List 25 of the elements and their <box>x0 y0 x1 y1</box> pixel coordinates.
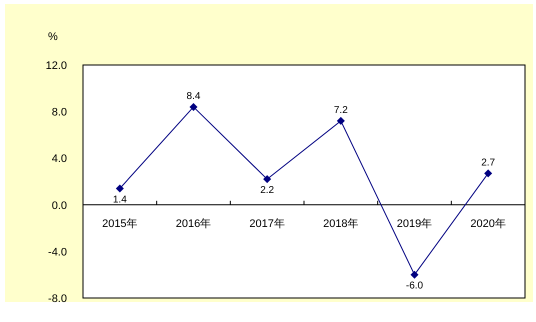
y-axis-title: % <box>48 31 58 43</box>
data-label: 2.7 <box>481 157 496 168</box>
x-tick-label: 2015年 <box>102 218 138 230</box>
y-tick-label: 12.0 <box>46 60 67 72</box>
point <box>116 184 124 192</box>
x-tick-label: 2019年 <box>396 218 432 230</box>
data-label: 2.2 <box>260 185 275 196</box>
y-tick-label: -8.0 <box>48 293 67 305</box>
point <box>336 116 345 125</box>
x-tick-label: 2018年 <box>323 218 359 230</box>
x-tick-label: 2020年 <box>470 218 506 230</box>
data-label: 7.2 <box>334 104 348 116</box>
data-label: 8.4 <box>186 90 201 102</box>
y-tick-label: -4.0 <box>48 246 67 258</box>
point <box>410 270 418 279</box>
point <box>484 169 492 178</box>
point <box>190 102 198 111</box>
point <box>263 175 272 184</box>
data-label: -6.0 <box>406 280 424 292</box>
y-tick-label: 4.0 <box>52 153 67 166</box>
x-tick-label: 2017年 <box>249 218 285 230</box>
data-label: 1.4 <box>112 194 128 206</box>
y-tick-label: 0.0 <box>52 200 67 212</box>
x-tick-label: 2016年 <box>176 218 212 230</box>
y-tick-label: 8.0 <box>52 106 67 119</box>
